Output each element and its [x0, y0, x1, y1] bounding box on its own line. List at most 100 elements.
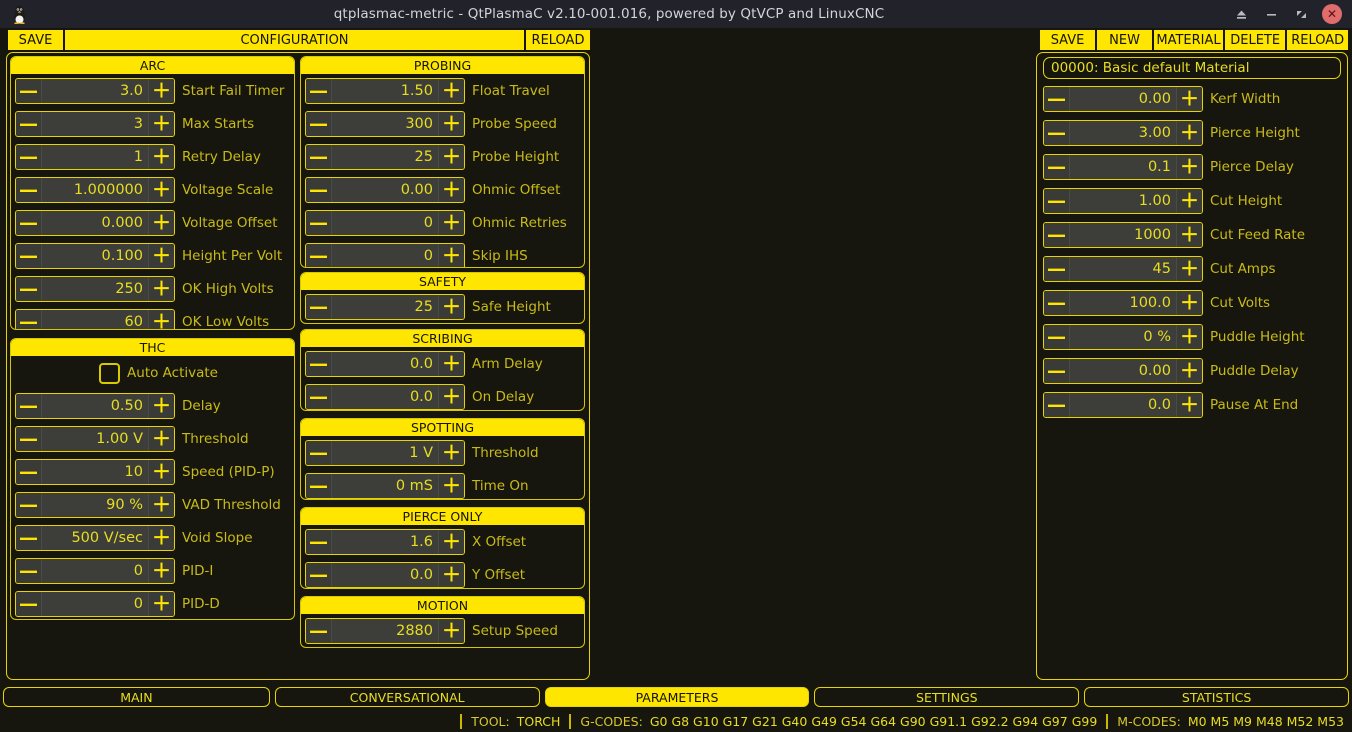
- value-pid-i[interactable]: 0: [42, 559, 148, 583]
- decrement-button[interactable]: —: [16, 460, 42, 484]
- spinbox-vad-threshold[interactable]: —90 % ＋: [15, 492, 175, 518]
- tab-statistics[interactable]: STATISTICS: [1084, 687, 1350, 707]
- spinbox-ohmic-offset[interactable]: —0.00 ＋: [305, 177, 465, 203]
- spinbox-ohmic-retries[interactable]: —0 ＋: [305, 210, 465, 236]
- decrement-button[interactable]: —: [16, 427, 42, 451]
- tab-parameters[interactable]: PARAMETERS: [544, 687, 810, 707]
- value-time-on[interactable]: 0 mS: [332, 474, 438, 498]
- value-y-offset[interactable]: 0.0: [332, 563, 438, 587]
- spinbox-skip-ihs[interactable]: —0 ＋: [305, 243, 465, 267]
- decrement-button[interactable]: —: [16, 211, 42, 235]
- spinbox-pid-i[interactable]: —0 ＋: [15, 558, 175, 584]
- spinbox-cut-height[interactable]: —1.00 ＋: [1043, 188, 1203, 214]
- decrement-button[interactable]: —: [306, 145, 332, 169]
- increment-button[interactable]: ＋: [1176, 155, 1202, 179]
- value-start-fail-timer[interactable]: 3.0: [42, 79, 148, 103]
- decrement-button[interactable]: —: [306, 112, 332, 136]
- increment-button[interactable]: ＋: [148, 244, 174, 268]
- spinbox-speed-pid-p[interactable]: —10 ＋: [15, 459, 175, 485]
- increment-button[interactable]: ＋: [148, 427, 174, 451]
- spinbox-float-travel[interactable]: —1.50 ＋: [305, 78, 465, 104]
- spinbox-kerf-width[interactable]: —0.00 ＋: [1043, 86, 1203, 112]
- spinbox-voltage-offset[interactable]: —0.000 ＋: [15, 210, 175, 236]
- increment-button[interactable]: ＋: [438, 441, 464, 465]
- increment-button[interactable]: ＋: [148, 145, 174, 169]
- decrement-button[interactable]: —: [16, 592, 42, 616]
- spinbox-delay[interactable]: —0.50 ＋: [15, 393, 175, 419]
- decrement-button[interactable]: —: [1044, 189, 1070, 213]
- decrement-button[interactable]: —: [1044, 223, 1070, 247]
- spinbox-ok-high-volts[interactable]: —250 ＋: [15, 276, 175, 302]
- decrement-button[interactable]: —: [16, 277, 42, 301]
- decrement-button[interactable]: —: [16, 493, 42, 517]
- increment-button[interactable]: ＋: [1176, 359, 1202, 383]
- value-threshold[interactable]: 1.00 V: [42, 427, 148, 451]
- increment-button[interactable]: ＋: [148, 211, 174, 235]
- auto-activate-checkbox[interactable]: [99, 362, 121, 384]
- spinbox-pause-at-end[interactable]: —0.0 ＋: [1043, 392, 1203, 418]
- increment-button[interactable]: ＋: [438, 145, 464, 169]
- spinbox-arm-delay[interactable]: —0.0 ＋: [305, 351, 465, 377]
- minimize-button[interactable]: [1256, 1, 1286, 27]
- value-pierce-delay[interactable]: 0.1: [1070, 155, 1176, 179]
- spinbox-time-on[interactable]: —0 mS ＋: [305, 473, 465, 499]
- value-ok-high-volts[interactable]: 250: [42, 277, 148, 301]
- spinbox-probe-height[interactable]: —25 ＋: [305, 144, 465, 170]
- decrement-button[interactable]: —: [1044, 325, 1070, 349]
- increment-button[interactable]: ＋: [148, 394, 174, 418]
- increment-button[interactable]: ＋: [1176, 257, 1202, 281]
- decrement-button[interactable]: —: [306, 295, 332, 319]
- decrement-button[interactable]: —: [16, 244, 42, 268]
- decrement-button[interactable]: —: [16, 145, 42, 169]
- decrement-button[interactable]: —: [1044, 87, 1070, 111]
- value-setup-speed[interactable]: 2880: [332, 619, 438, 643]
- increment-button[interactable]: ＋: [1176, 87, 1202, 111]
- decrement-button[interactable]: —: [306, 352, 332, 376]
- config-save-button[interactable]: SAVE: [8, 30, 65, 50]
- value-kerf-width[interactable]: 0.00: [1070, 87, 1176, 111]
- value-retry-delay[interactable]: 1: [42, 145, 148, 169]
- decrement-button[interactable]: —: [16, 394, 42, 418]
- decrement-button[interactable]: —: [1044, 257, 1070, 281]
- decrement-button[interactable]: —: [306, 563, 332, 587]
- spinbox-y-offset[interactable]: —0.0 ＋: [305, 562, 465, 588]
- spinbox-retry-delay[interactable]: —1 ＋: [15, 144, 175, 170]
- value-puddle-delay[interactable]: 0.00: [1070, 359, 1176, 383]
- increment-button[interactable]: ＋: [1176, 393, 1202, 417]
- material-save-button[interactable]: SAVE: [1040, 30, 1098, 50]
- increment-button[interactable]: ＋: [438, 530, 464, 554]
- value-skip-ihs[interactable]: 0: [332, 244, 438, 267]
- spinbox-threshold[interactable]: —1 V ＋: [305, 440, 465, 466]
- value-puddle-height[interactable]: 0 %: [1070, 325, 1176, 349]
- decrement-button[interactable]: —: [16, 112, 42, 136]
- close-button[interactable]: ✕: [1322, 4, 1342, 24]
- decrement-button[interactable]: —: [306, 385, 332, 409]
- decrement-button[interactable]: —: [16, 310, 42, 329]
- value-cut-height[interactable]: 1.00: [1070, 189, 1176, 213]
- increment-button[interactable]: ＋: [438, 211, 464, 235]
- spinbox-max-starts[interactable]: —3 ＋: [15, 111, 175, 137]
- value-x-offset[interactable]: 1.6: [332, 530, 438, 554]
- tab-settings[interactable]: SETTINGS: [814, 687, 1080, 707]
- value-ohmic-retries[interactable]: 0: [332, 211, 438, 235]
- material-button[interactable]: MATERIAL: [1154, 30, 1225, 50]
- increment-button[interactable]: ＋: [148, 277, 174, 301]
- tab-conversational[interactable]: CONVERSATIONAL: [274, 687, 540, 707]
- decrement-button[interactable]: —: [306, 79, 332, 103]
- increment-button[interactable]: ＋: [148, 112, 174, 136]
- value-voltage-offset[interactable]: 0.000: [42, 211, 148, 235]
- material-delete-button[interactable]: DELETE: [1225, 30, 1288, 50]
- increment-button[interactable]: ＋: [438, 474, 464, 498]
- increment-button[interactable]: ＋: [438, 244, 464, 267]
- increment-button[interactable]: ＋: [148, 493, 174, 517]
- decrement-button[interactable]: —: [306, 474, 332, 498]
- value-cut-amps[interactable]: 45: [1070, 257, 1176, 281]
- value-on-delay[interactable]: 0.0: [332, 385, 438, 409]
- decrement-button[interactable]: —: [16, 178, 42, 202]
- increment-button[interactable]: ＋: [148, 592, 174, 616]
- spinbox-pierce-height[interactable]: —3.00 ＋: [1043, 120, 1203, 146]
- value-max-starts[interactable]: 3: [42, 112, 148, 136]
- decrement-button[interactable]: —: [1044, 155, 1070, 179]
- spinbox-safe-height[interactable]: —25 ＋: [305, 294, 465, 320]
- value-probe-height[interactable]: 25: [332, 145, 438, 169]
